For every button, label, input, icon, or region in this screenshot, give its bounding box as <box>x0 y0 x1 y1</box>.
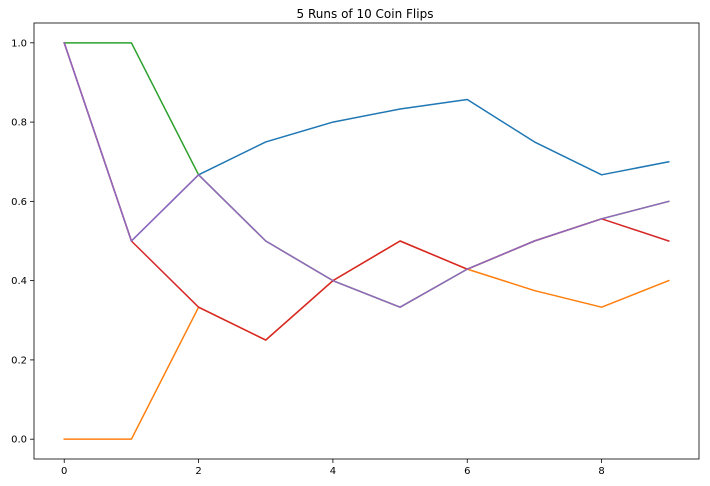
y-tick-label: 0.2 <box>11 355 27 366</box>
x-tick-label: 4 <box>330 466 336 477</box>
plot-area <box>63 41 670 440</box>
y-tick-label: 0.8 <box>11 118 27 129</box>
y-tick-label: 0.4 <box>11 276 27 287</box>
y-tick-label: 1.0 <box>11 38 27 49</box>
y-tick-label: 0.6 <box>11 197 27 208</box>
x-tick-label: 6 <box>464 466 470 477</box>
y-tick-label: 0.0 <box>11 435 27 446</box>
series-line-1 <box>63 41 670 242</box>
axes-frame <box>33 22 700 460</box>
series-line-3 <box>63 42 670 308</box>
chart-title: 5 Runs of 10 Coin Flips <box>297 7 434 21</box>
x-tick-label: 8 <box>598 466 604 477</box>
series-line-2 <box>63 240 670 440</box>
x-tick-label: 0 <box>61 466 67 477</box>
series-line-5 <box>63 41 670 308</box>
x-tick-label: 2 <box>195 466 201 477</box>
axes: 0 2 4 6 8 0.0 0.2 0.4 0.6 0.8 1.0 <box>11 22 700 477</box>
